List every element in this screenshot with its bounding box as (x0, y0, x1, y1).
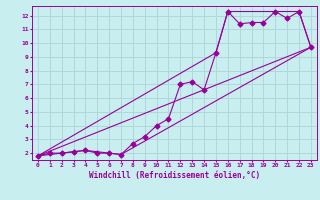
X-axis label: Windchill (Refroidissement éolien,°C): Windchill (Refroidissement éolien,°C) (89, 171, 260, 180)
